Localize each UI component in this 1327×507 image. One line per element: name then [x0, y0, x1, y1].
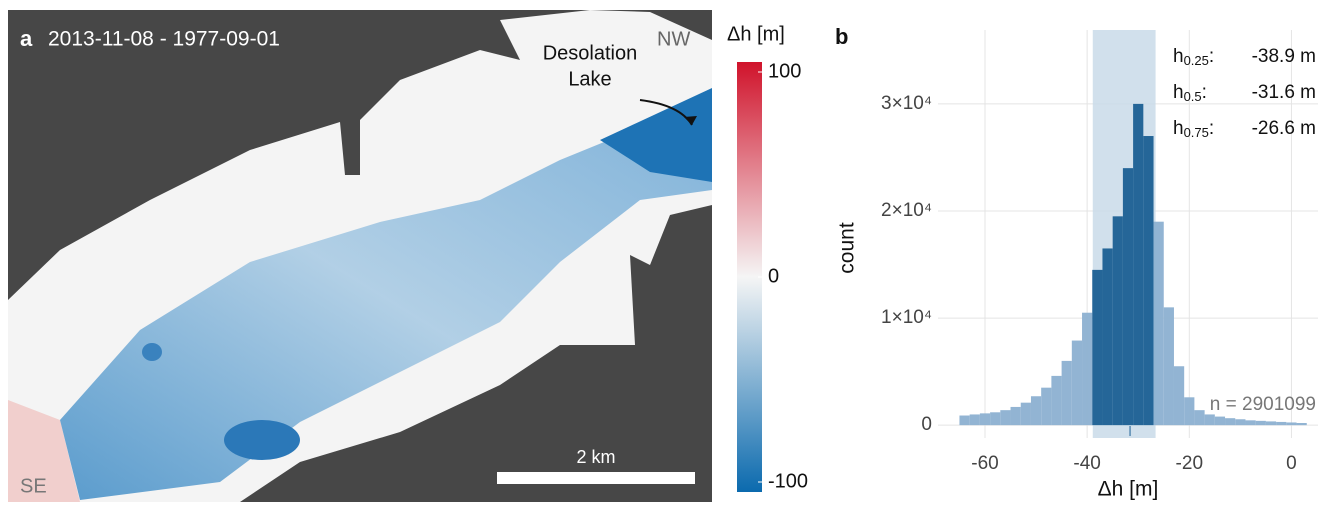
- bar: [1041, 387, 1052, 426]
- bar: [1194, 410, 1205, 426]
- bar: [1163, 307, 1174, 426]
- lake-label: Desolation: [543, 42, 638, 64]
- bar: [979, 413, 991, 426]
- bar: [1071, 340, 1083, 426]
- quantile-name: h: [1173, 46, 1184, 67]
- bar: [1265, 421, 1277, 426]
- bar: [1143, 136, 1154, 426]
- bar: [1051, 375, 1062, 426]
- bar: [1010, 406, 1021, 426]
- corner-label: SE: [20, 475, 47, 497]
- bar: [1020, 402, 1031, 426]
- bar: [1122, 168, 1134, 426]
- thinning-patch: [142, 343, 162, 361]
- y-tick-label: 2×10⁴: [881, 200, 932, 221]
- panel-label: a: [20, 26, 33, 51]
- colorbar-tick-label: 100: [768, 60, 801, 82]
- bar: [1286, 422, 1297, 426]
- scale-label: 2 km: [576, 447, 615, 467]
- bar: [1092, 269, 1103, 426]
- quantile-level: 0.5: [1184, 89, 1202, 104]
- quantile-suffix: :: [1209, 46, 1214, 67]
- colorbar-scale: [737, 62, 762, 492]
- bar: [1276, 421, 1287, 426]
- y-axis-label: count: [836, 222, 859, 274]
- bar: [1102, 248, 1113, 426]
- bar: [1133, 103, 1144, 426]
- bar: [1082, 312, 1093, 426]
- sample-size: n = 2901099: [1210, 394, 1316, 415]
- y-tick-label: 3×10⁴: [881, 93, 932, 114]
- bar: [1030, 396, 1042, 426]
- x-tick-label: 0: [1286, 453, 1297, 474]
- map-panel: a 2013-11-08 - 1977-09-01 NW SE Desolati…: [8, 10, 712, 502]
- quantile-label: h0.5:: [1173, 82, 1207, 104]
- quantile-label: h0.75:: [1173, 118, 1214, 140]
- bar: [1153, 221, 1164, 426]
- panel-label: b: [835, 24, 848, 49]
- x-tick-label: -40: [1073, 453, 1100, 474]
- quantile-name: h: [1173, 82, 1184, 103]
- y-tick-label: 1×10⁴: [881, 307, 932, 328]
- bar: [969, 414, 980, 426]
- quantile-label: h0.25:: [1173, 46, 1214, 68]
- thinning-area: [60, 98, 712, 500]
- lake-label: Lake: [568, 68, 611, 90]
- arrow-head: [684, 116, 697, 125]
- quantile-value: -38.9 m: [1252, 46, 1316, 67]
- colorbar-title: Δh [m]: [727, 23, 785, 45]
- map-title: 2013-11-08 - 1977-09-01: [48, 28, 280, 51]
- bar: [1173, 366, 1185, 426]
- bar: [1214, 416, 1226, 426]
- quantile-level: 0.25: [1184, 53, 1209, 68]
- bar: [990, 412, 1001, 426]
- colorbar-tick-label: -100: [768, 470, 808, 492]
- colorbar: Δh [m] 100 0 -100: [727, 23, 808, 492]
- x-tick-label: -20: [1176, 453, 1203, 474]
- x-tick-label: -60: [971, 453, 998, 474]
- quantile-value: -31.6 m: [1252, 82, 1316, 103]
- x-axis-label: Δh [m]: [1098, 478, 1159, 501]
- bar: [1235, 419, 1246, 426]
- bar: [1255, 420, 1266, 426]
- bar: [1245, 420, 1256, 426]
- bar: [959, 415, 970, 426]
- scale-bar: [497, 472, 695, 484]
- bar: [1112, 216, 1123, 426]
- quantile-name: h: [1173, 118, 1184, 139]
- y-tick-label: 0: [921, 414, 932, 435]
- quantile-suffix: :: [1209, 118, 1214, 139]
- thinning-patch: [224, 420, 300, 460]
- colorbar-tick-label: 0: [768, 265, 779, 287]
- corner-label: NW: [657, 28, 690, 50]
- quantile-value: -26.6 m: [1252, 118, 1316, 139]
- quantile-suffix: :: [1202, 82, 1207, 103]
- bar: [1000, 410, 1011, 426]
- bar: [1204, 414, 1215, 426]
- quantile-level: 0.75: [1184, 125, 1209, 140]
- bar: [1225, 418, 1236, 426]
- bar: [1296, 423, 1307, 426]
- histogram-panel: b count Δh [m] 0 1×10⁴ 2×10⁴ 3×10⁴ -60 -40 -20…: [835, 24, 1318, 501]
- lake-area: [600, 88, 712, 182]
- terminus-area: [8, 400, 80, 502]
- bar: [1184, 397, 1195, 426]
- bar: [1061, 360, 1072, 426]
